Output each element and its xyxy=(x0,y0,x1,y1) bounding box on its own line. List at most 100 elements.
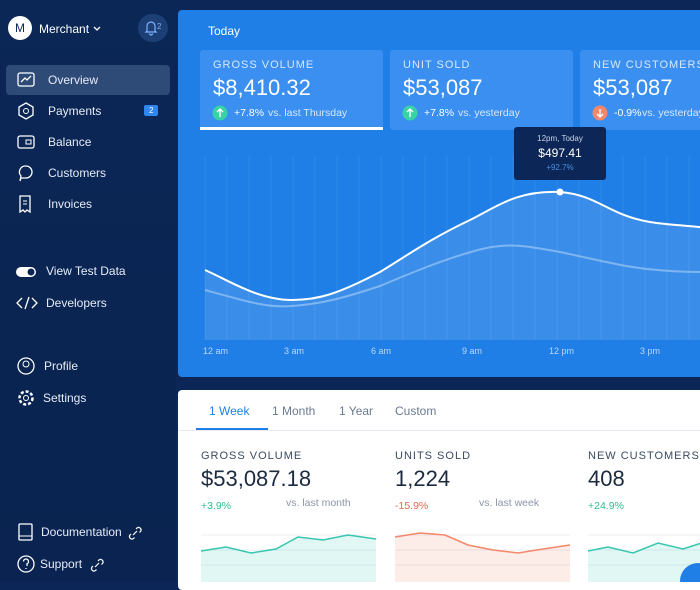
sparkline xyxy=(200,534,377,554)
metric-change: +7.8% xyxy=(424,107,455,119)
metric-change: -0.9% xyxy=(614,107,642,119)
stat-comparison: vs. last month xyxy=(286,497,351,509)
metric-comparison: vs. yesterday xyxy=(642,107,700,119)
metric-comparison: vs. last Thursday xyxy=(268,107,348,119)
action-button[interactable] xyxy=(680,563,700,582)
metric-change: +7.8% xyxy=(234,107,265,119)
tooltip-time: 12pm, Today xyxy=(537,134,583,143)
nav-item[interactable]: Settings xyxy=(6,383,170,413)
sidebar: M Merchant 2 Overview Payments 2 Balance… xyxy=(0,0,176,582)
stat-value: $53,087.18 xyxy=(201,466,312,491)
nav-label: Settings xyxy=(43,391,87,405)
selected-indicator xyxy=(200,127,383,130)
sparkline-area xyxy=(588,543,700,582)
nav-label: Balance xyxy=(48,135,92,149)
x-label: 12 pm xyxy=(549,346,575,356)
x-label: 3 pm xyxy=(640,346,661,356)
nav-label: View Test Data xyxy=(46,264,126,278)
bell-icon xyxy=(144,21,158,36)
x-label: 6 am xyxy=(371,346,392,356)
chart-area xyxy=(205,191,700,340)
icon xyxy=(17,555,35,573)
sparkline-area xyxy=(201,535,376,582)
stat-value: 1,224 xyxy=(395,466,451,491)
sparkline xyxy=(394,532,571,554)
nav-label: Invoices xyxy=(48,197,93,211)
nav-item[interactable]: Documentation xyxy=(6,517,170,547)
nav-label: Overview xyxy=(48,73,99,87)
stat-label: UNITS SOLD xyxy=(395,450,472,462)
today-panel: Today GROSS VOLUME $8,410.32 +7.8% vs. l… xyxy=(178,10,700,377)
metric-card[interactable]: NEW CUSTOMERS $53,087 -0.9% vs. yesterda… xyxy=(580,50,700,130)
icon xyxy=(18,165,33,182)
nav-item[interactable]: Customers xyxy=(6,158,170,188)
icon xyxy=(17,135,35,149)
metric-label: GROSS VOLUME xyxy=(213,59,315,71)
summary-panel: 1 Week 1 Month 1 Year Custom GROSS VOLUM… xyxy=(178,390,700,590)
toggle xyxy=(16,267,36,277)
nav-item[interactable]: Developers xyxy=(6,288,170,318)
account-name[interactable]: Merchant xyxy=(39,22,90,36)
nav-label: Profile xyxy=(44,359,79,373)
avatar[interactable]: M xyxy=(8,16,32,40)
link-icon xyxy=(128,526,142,540)
hover-point xyxy=(556,188,564,196)
icon xyxy=(17,72,35,87)
nav-label: Payments xyxy=(48,104,102,118)
comparison-line xyxy=(204,244,700,308)
metric-value: $53,087 xyxy=(593,75,673,100)
tab[interactable]: 1 Year xyxy=(339,404,374,418)
today-chart xyxy=(204,155,700,340)
sparklines xyxy=(200,532,700,582)
up-icon xyxy=(212,105,228,121)
tooltip-change: +92.7% xyxy=(546,163,574,172)
nav-item[interactable]: View Test Data xyxy=(6,256,170,286)
icon xyxy=(18,390,34,406)
nav-item[interactable]: Invoices xyxy=(6,189,170,219)
metric-card[interactable]: UNIT SOLD $53,087 +7.8% vs. yesterday xyxy=(390,50,573,130)
chart-grid xyxy=(204,155,690,340)
notification-count: 2 xyxy=(157,22,162,31)
icon xyxy=(17,357,35,375)
nav-item[interactable]: Overview xyxy=(6,65,170,95)
link-icon xyxy=(90,558,104,572)
notifications[interactable]: 2 xyxy=(138,14,168,42)
x-label: 12 am xyxy=(203,346,229,356)
x-label: 3 am xyxy=(284,346,305,356)
stat-label: GROSS VOLUME xyxy=(201,450,303,462)
active-tab-indicator xyxy=(196,428,268,430)
divider xyxy=(178,430,700,431)
nav-item[interactable]: Support xyxy=(6,549,170,579)
nav-item[interactable]: Payments 2 xyxy=(6,96,170,126)
metric-comparison: vs. yesterday xyxy=(458,107,520,119)
stat-label: NEW CUSTOMERS xyxy=(588,450,700,462)
tooltip-value: $497.41 xyxy=(538,146,582,160)
metric-card[interactable]: GROSS VOLUME $8,410.32 +7.8% vs. last Th… xyxy=(200,50,383,130)
stat-value: 408 xyxy=(588,466,625,491)
tab[interactable]: Custom xyxy=(395,404,437,418)
metric-label: UNIT SOLD xyxy=(403,59,471,71)
nav-item[interactable]: Balance xyxy=(6,127,170,157)
down-icon xyxy=(592,105,608,121)
icon xyxy=(16,296,38,310)
nav-item[interactable]: Profile xyxy=(6,351,170,381)
tooltip: 12pm, Today $497.41 +92.7% xyxy=(514,127,606,180)
tab[interactable]: 1 Month xyxy=(272,404,316,418)
icon xyxy=(18,102,34,120)
stat-comparison: vs. last week xyxy=(479,497,540,509)
sparkline-grid xyxy=(201,534,700,566)
nav-label: Documentation xyxy=(41,525,122,539)
metric-label: NEW CUSTOMERS xyxy=(593,59,700,71)
badge: 2 xyxy=(144,105,159,116)
icon xyxy=(18,523,33,541)
icon xyxy=(19,195,31,214)
stat-change: +3.9% xyxy=(201,500,232,512)
sparkline-area xyxy=(395,533,570,582)
today-line xyxy=(204,190,700,302)
nav-label: Support xyxy=(40,557,83,571)
stat-change: -15.9% xyxy=(395,500,429,512)
tab[interactable]: 1 Week xyxy=(209,404,250,418)
nav-label: Customers xyxy=(48,166,107,180)
up-icon xyxy=(402,105,418,121)
